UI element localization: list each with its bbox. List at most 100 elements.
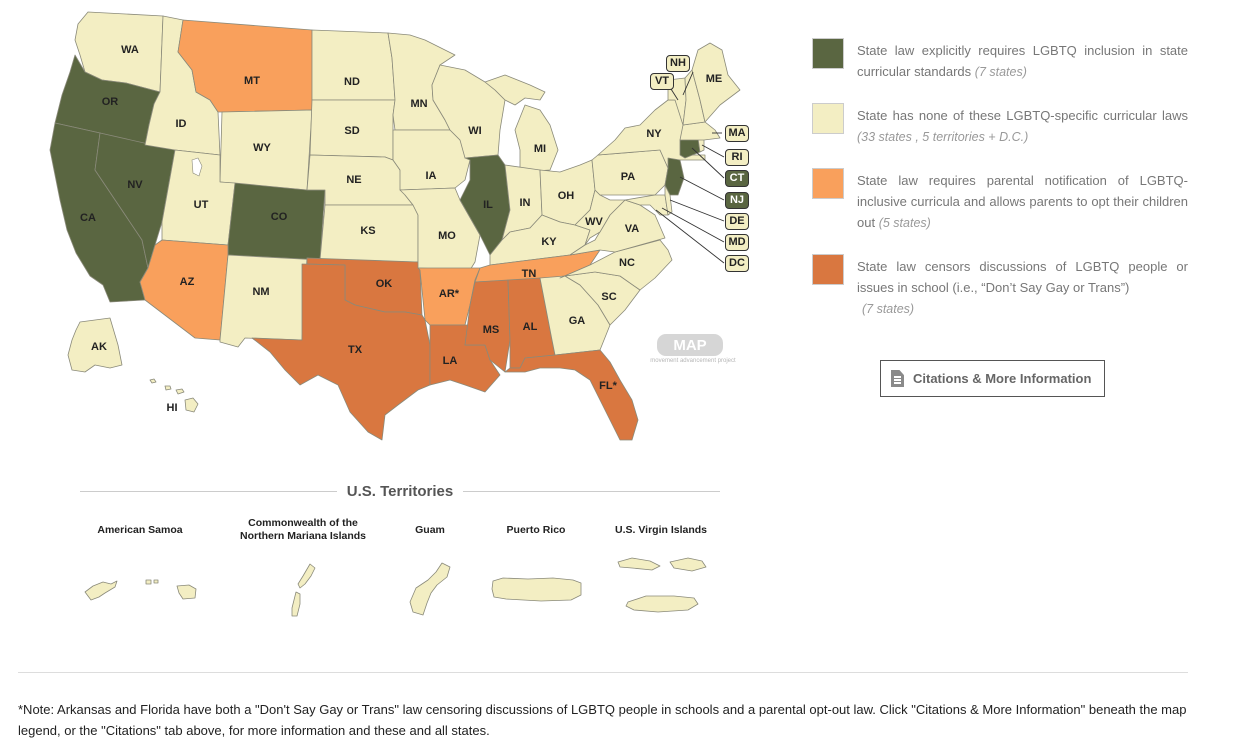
- state-label-NE: NE: [346, 174, 361, 186]
- legend-count: (5 states): [878, 216, 931, 230]
- state-label-MN: MN: [410, 98, 427, 110]
- state-label-WI: WI: [468, 125, 481, 137]
- legend-swatch: [812, 168, 844, 199]
- state-AZ[interactable]: [139, 239, 229, 341]
- state-label-CO: CO: [271, 211, 288, 223]
- footnote-text: *Note: Arkansas and Florida have both a …: [18, 702, 1187, 738]
- territory-puerto-rico[interactable]: [490, 575, 585, 605]
- state-label-CA: CA: [80, 212, 96, 224]
- callout-CT[interactable]: CT: [725, 170, 749, 187]
- state-label-NY: NY: [646, 128, 662, 140]
- state-label-ME: ME: [706, 73, 723, 85]
- legend-count: (7 states): [974, 65, 1027, 79]
- state-FL[interactable]: [504, 349, 639, 441]
- state-label-TX: TX: [348, 344, 363, 356]
- callout-VT[interactable]: VT: [650, 73, 674, 90]
- callout-leader-lines: [655, 71, 725, 264]
- state-label-KY: KY: [541, 236, 557, 248]
- legend-count: (7 states): [862, 302, 915, 316]
- state-label-ID: ID: [176, 118, 187, 130]
- state-label-KS: KS: [360, 225, 375, 237]
- callout-RI[interactable]: RI: [725, 149, 749, 166]
- legend-label: State law requires parental notification…: [857, 173, 1188, 230]
- territory-us-virgin-islands[interactable]: [614, 552, 714, 620]
- svg-text:MAP: MAP: [673, 337, 706, 354]
- callout-NJ[interactable]: NJ: [725, 192, 749, 209]
- svg-text:movement advancement project: movement advancement project: [650, 358, 736, 364]
- footer-divider: [18, 672, 1188, 673]
- citations-button[interactable]: Citations & More Information: [880, 360, 1105, 397]
- state-label-TN: TN: [522, 268, 537, 280]
- state-label-MO: MO: [438, 230, 456, 242]
- state-label-GA: GA: [569, 315, 586, 327]
- state-label-IN: IN: [520, 197, 531, 209]
- state-label-LA: LA: [443, 355, 458, 367]
- map-svg: WA OR CA NV ID MT WY UT CO AZ NM ND SD NE KS OK TX MN IA MO…: [49, 11, 741, 441]
- state-label-WA: WA: [121, 44, 139, 56]
- state-label-HI: HI: [167, 402, 178, 414]
- state-label-WV: WV: [585, 216, 603, 228]
- document-icon: [891, 370, 904, 387]
- state-label-MI: MI: [534, 143, 546, 155]
- state-WV[interactable]: [574, 189, 626, 246]
- territories-header: U.S. Territories: [80, 482, 720, 502]
- state-label-AR: AR*: [439, 288, 460, 300]
- state-label-AK: AK: [91, 341, 107, 353]
- state-label-OK: OK: [376, 278, 393, 290]
- territory-name-us-virgin-islands: U.S. Virgin Islands: [615, 524, 707, 536]
- state-NC[interactable]: [559, 239, 673, 291]
- callout-MD[interactable]: MD: [725, 234, 749, 251]
- legend-label: State law censors discussions of LGBTQ p…: [857, 259, 1188, 295]
- state-label-SC: SC: [601, 291, 616, 303]
- state-label-IL: IL: [483, 199, 493, 211]
- state-NJ[interactable]: [664, 157, 685, 196]
- state-label-ND: ND: [344, 76, 360, 88]
- legend-count: (33 states , 5 territories + D.C.): [857, 130, 1029, 144]
- legend-swatch: [812, 38, 844, 69]
- state-label-UT: UT: [194, 199, 209, 211]
- state-label-NC: NC: [619, 257, 635, 269]
- territory-name-northern-mariana-islands: Commonwealth of the Northern Mariana Isl…: [239, 517, 367, 542]
- state-label-AZ: AZ: [180, 276, 195, 288]
- legend-swatch: [812, 254, 844, 285]
- state-label-SD: SD: [344, 125, 359, 137]
- state-MD[interactable]: [624, 194, 669, 216]
- territory-northern-mariana-islands[interactable]: [282, 562, 322, 620]
- legend-label: State law explicitly requires LGBTQ incl…: [857, 43, 1188, 79]
- callout-DE[interactable]: DE: [725, 213, 749, 230]
- state-label-AL: AL: [523, 321, 538, 333]
- state-label-WY: WY: [253, 142, 271, 154]
- territory-name-puerto-rico: Puerto Rico: [506, 524, 566, 536]
- state-label-FL: FL*: [599, 380, 617, 392]
- state-label-NM: NM: [252, 286, 269, 298]
- legend-label: State has none of these LGBTQ-specific c…: [857, 108, 1188, 123]
- us-state-map: WA OR CA NV ID MT WY UT CO AZ NM ND SD NE KS OK TX MN IA MO…: [40, 8, 760, 473]
- territory-guam[interactable]: [406, 560, 456, 620]
- state-ND[interactable]: [311, 29, 396, 101]
- state-label-PA: PA: [621, 171, 636, 183]
- state-label-layer: WA OR CA NV ID MT WY UT CO AZ NM ND SD NE KS OK TX MN IA MO…: [80, 44, 722, 414]
- territory-name-american-samoa: American Samoa: [97, 524, 183, 536]
- state-label-IA: IA: [426, 170, 437, 182]
- territory-name-guam: Guam: [415, 524, 445, 536]
- state-HI[interactable]: [149, 378, 199, 413]
- state-MI[interactable]: [484, 74, 559, 173]
- territories-title: U.S. Territories: [336, 483, 464, 500]
- callout-NH[interactable]: NH: [666, 55, 690, 72]
- callout-MA[interactable]: MA: [725, 125, 749, 142]
- state-label-VA: VA: [625, 223, 640, 235]
- state-label-NV: NV: [127, 179, 143, 191]
- legend-swatch: [812, 103, 844, 134]
- state-label-OH: OH: [558, 190, 575, 202]
- state-label-MT: MT: [244, 75, 260, 87]
- territory-american-samoa[interactable]: [80, 570, 205, 605]
- state-label-MS: MS: [483, 324, 500, 336]
- state-TX[interactable]: [251, 263, 431, 441]
- map-logo: MAP movement advancement project: [650, 334, 736, 364]
- state-label-OR: OR: [102, 96, 119, 108]
- salt-lake: [191, 157, 203, 177]
- state-AK[interactable]: [67, 317, 123, 373]
- callout-DC[interactable]: DC: [725, 255, 749, 272]
- citations-button-label: Citations & More Information: [913, 371, 1092, 386]
- state-ME[interactable]: [691, 42, 741, 123]
